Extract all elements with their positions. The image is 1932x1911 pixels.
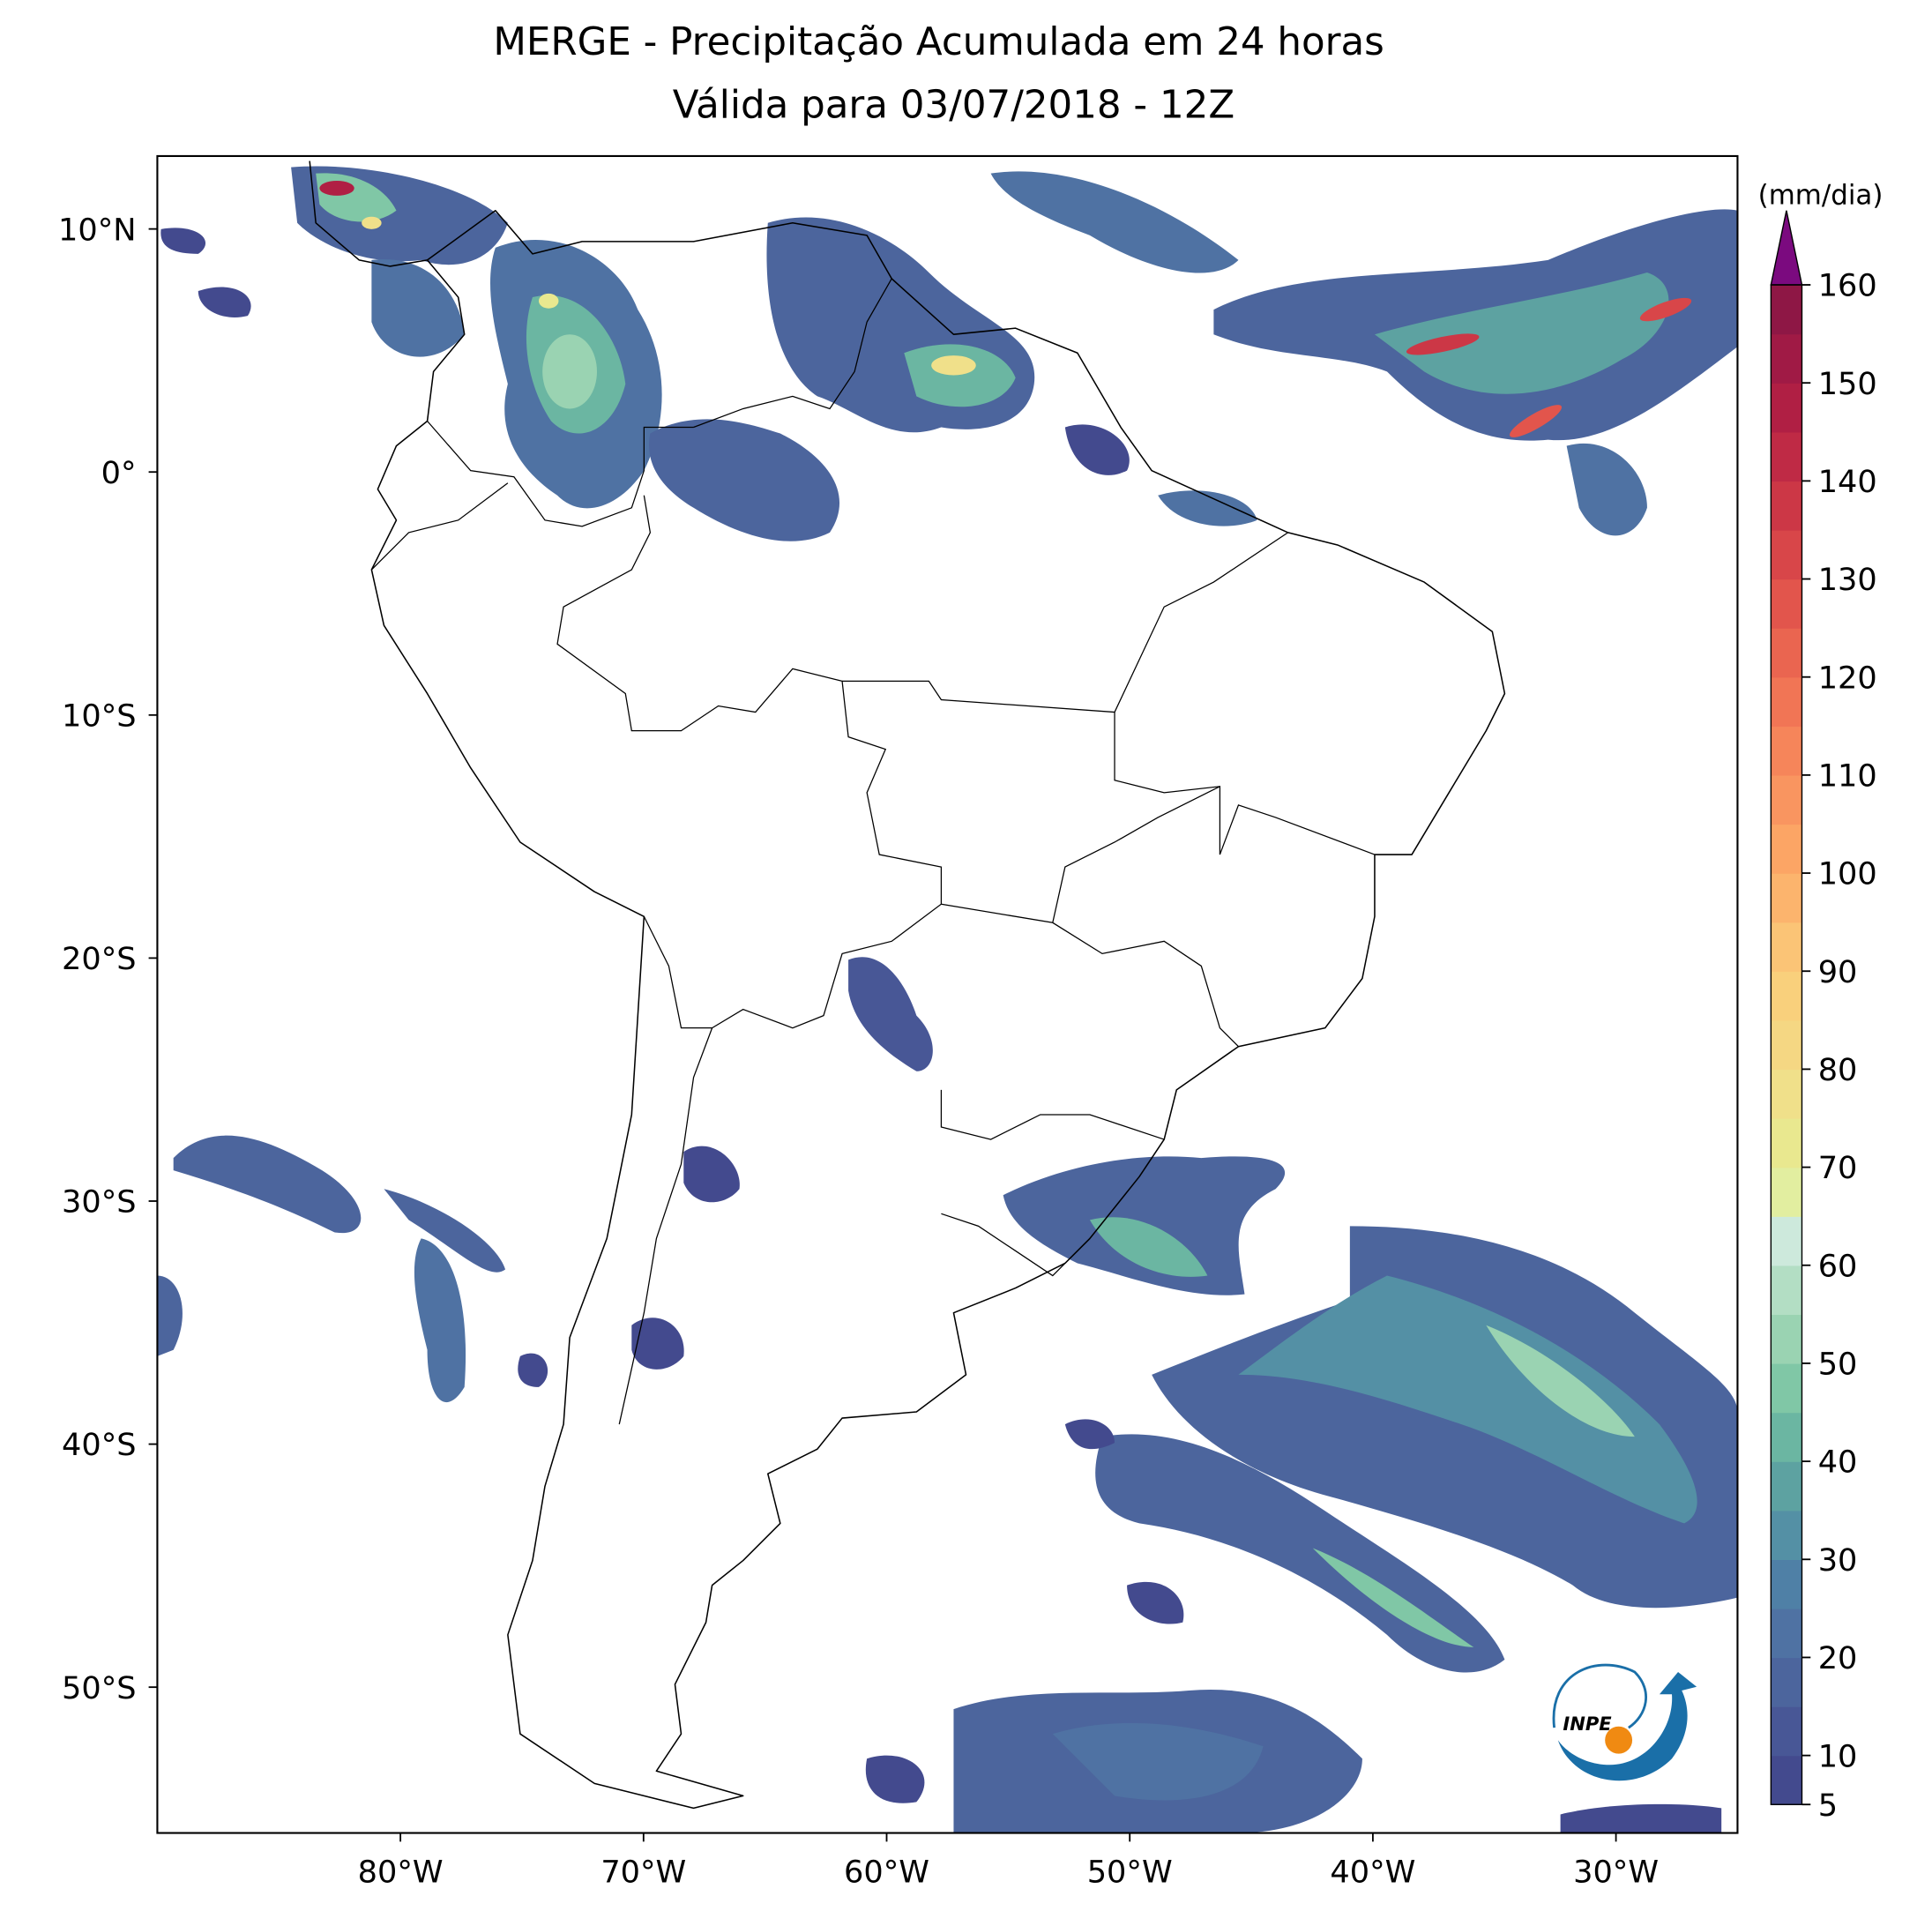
colorbar-tick-label: 160 bbox=[1818, 268, 1877, 304]
colorbar-band bbox=[1771, 971, 1802, 1021]
inpe-logo: INPE bbox=[1552, 1663, 1697, 1781]
colorbar-label: (mm/dia) bbox=[1758, 180, 1884, 212]
colorbar-tick-label: 140 bbox=[1818, 464, 1877, 500]
colorbar-tick-label: 60 bbox=[1818, 1248, 1858, 1284]
y-tick-label: 10°N bbox=[58, 212, 137, 248]
colorbar-band bbox=[1771, 1706, 1802, 1757]
colorbar-band bbox=[1771, 1314, 1802, 1364]
colorbar-band bbox=[1771, 824, 1802, 874]
colorbar-tick-label: 50 bbox=[1818, 1347, 1858, 1383]
y-tick-label: 50°S bbox=[62, 1670, 137, 1706]
colorbar-tick-label: 150 bbox=[1818, 366, 1877, 402]
y-tick-label: 0° bbox=[101, 455, 137, 491]
colorbar-band bbox=[1771, 1510, 1802, 1560]
colorbar-band bbox=[1771, 529, 1802, 580]
map-subtitle: Válida para 03/07/2018 - 12Z bbox=[673, 83, 1235, 127]
x-tick-label: 50°W bbox=[1087, 1855, 1173, 1891]
precipitation-field bbox=[157, 166, 1738, 1833]
colorbar-band bbox=[1771, 1755, 1802, 1805]
colorbar-frame bbox=[1770, 284, 1803, 1805]
colorbar-band bbox=[1771, 1069, 1802, 1119]
y-tick-label: 30°S bbox=[62, 1184, 137, 1221]
colorbar-band bbox=[1771, 873, 1802, 923]
colorbar-band bbox=[1771, 1412, 1802, 1462]
map-title: MERGE - Precipitação Acumulada em 24 hor… bbox=[493, 20, 1384, 64]
colorbar-band bbox=[1771, 333, 1802, 384]
colorbar-band bbox=[1771, 1608, 1802, 1659]
logo-sun bbox=[1605, 1726, 1633, 1754]
colorbar-tick-label: 120 bbox=[1818, 660, 1877, 696]
colorbar-tick-label: 40 bbox=[1818, 1444, 1858, 1481]
colorbar-band bbox=[1771, 481, 1802, 531]
colorbar-band bbox=[1771, 383, 1802, 433]
x-tick-label: 40°W bbox=[1330, 1855, 1415, 1891]
colorbar-band bbox=[1771, 1019, 1802, 1071]
x-tick-label: 80°W bbox=[358, 1855, 444, 1891]
colorbar-tick-label: 100 bbox=[1818, 856, 1877, 892]
colorbar-band bbox=[1771, 1657, 1802, 1707]
colorbar: (mm/dia) 5 10 20 30 40 50 60 70 80 90 100 110 120 130… bbox=[1758, 180, 1884, 1824]
colorbar-tick-label: 70 bbox=[1818, 1150, 1858, 1186]
colorbar-band bbox=[1771, 1559, 1802, 1609]
x-tick-label: 30°W bbox=[1573, 1855, 1659, 1891]
axes: 80°W 70°W 60°W 50°W 40°W 30°W 10°N 0° 10°S 20°S 30… bbox=[58, 212, 1659, 1890]
logo-arrow bbox=[1557, 1671, 1697, 1781]
y-tick-label: 20°S bbox=[62, 941, 137, 977]
colorbar-band bbox=[1771, 1216, 1802, 1266]
colorbar-tick-label: 110 bbox=[1818, 758, 1877, 795]
colorbar-extend bbox=[1770, 210, 1803, 286]
colorbar-band bbox=[1771, 1362, 1802, 1414]
colorbar-tick-label: 10 bbox=[1818, 1738, 1858, 1774]
colorbar-band bbox=[1771, 726, 1802, 776]
y-tick-label: 40°S bbox=[62, 1427, 137, 1463]
x-tick-label: 70°W bbox=[600, 1855, 686, 1891]
colorbar-band bbox=[1771, 579, 1802, 629]
colorbar-tick-label: 130 bbox=[1818, 562, 1877, 598]
logo-text: INPE bbox=[1563, 1713, 1612, 1735]
colorbar-band bbox=[1771, 1117, 1802, 1168]
colorbar-band bbox=[1771, 1461, 1802, 1512]
colorbar-band bbox=[1771, 774, 1802, 825]
coastlines bbox=[309, 160, 1506, 1810]
colorbar-tick-label: 30 bbox=[1818, 1542, 1858, 1579]
colorbar-band bbox=[1771, 431, 1802, 482]
colorbar-band bbox=[1771, 628, 1802, 678]
colorbar-band bbox=[1771, 676, 1802, 728]
x-tick-label: 60°W bbox=[844, 1855, 929, 1891]
logo-orbit bbox=[1552, 1663, 1647, 1729]
colorbar-tick-label: 5 bbox=[1818, 1788, 1838, 1824]
map-frame bbox=[156, 154, 1739, 1834]
colorbar-band bbox=[1771, 285, 1802, 335]
colorbar-band bbox=[1771, 1167, 1802, 1217]
colorbar-tick-label: 80 bbox=[1818, 1052, 1858, 1088]
colorbar-band bbox=[1771, 922, 1802, 972]
colorbar-tick-label: 90 bbox=[1818, 954, 1858, 990]
colorbar-tick-label: 20 bbox=[1818, 1640, 1858, 1676]
colorbar-band bbox=[1771, 1265, 1802, 1316]
y-tick-label: 10°S bbox=[62, 698, 137, 734]
